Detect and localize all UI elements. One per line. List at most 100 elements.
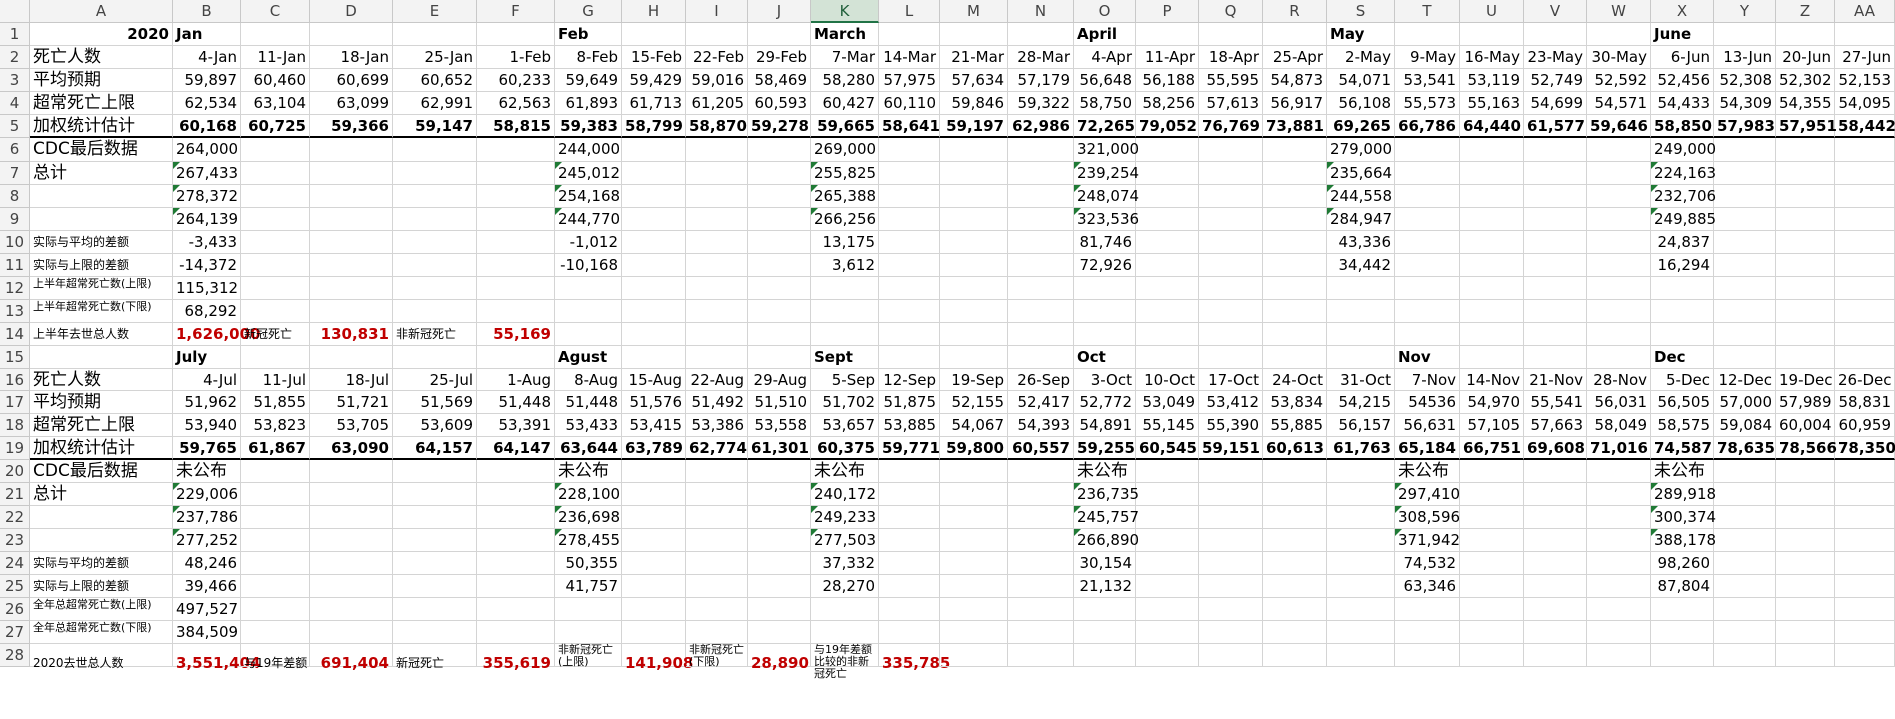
data-cell[interactable]	[393, 138, 477, 162]
data-cell[interactable]: 297,410	[1395, 483, 1460, 506]
data-cell[interactable]	[1714, 277, 1776, 300]
data-cell[interactable]: 58,469	[748, 69, 811, 92]
row-label-cell[interactable]: 加权统计估计	[30, 115, 173, 138]
data-cell[interactable]	[1199, 277, 1263, 300]
data-cell[interactable]: -14,372	[173, 254, 241, 277]
data-cell[interactable]: 54,309	[1714, 92, 1776, 115]
data-cell[interactable]: 54,699	[1524, 92, 1587, 115]
data-cell[interactable]	[477, 529, 555, 552]
data-cell[interactable]	[879, 529, 940, 552]
data-cell[interactable]: 61,893	[555, 92, 622, 115]
data-cell[interactable]	[1714, 621, 1776, 644]
data-cell[interactable]	[879, 162, 940, 185]
data-cell[interactable]: 43,336	[1327, 231, 1395, 254]
data-cell[interactable]: 62,986	[1008, 115, 1074, 138]
data-cell[interactable]: 61,577	[1524, 115, 1587, 138]
data-cell[interactable]: 240,172	[811, 483, 879, 506]
row-header-4[interactable]: 4	[0, 92, 30, 115]
data-cell[interactable]	[1199, 23, 1263, 46]
data-cell[interactable]	[1776, 254, 1835, 277]
data-cell[interactable]	[622, 529, 686, 552]
data-cell[interactable]: 5-Sep	[811, 369, 879, 391]
data-cell[interactable]	[1263, 552, 1327, 575]
data-cell[interactable]	[1651, 277, 1714, 300]
data-cell[interactable]	[940, 185, 1008, 208]
data-cell[interactable]	[1263, 323, 1327, 346]
data-cell[interactable]: 229,006	[173, 483, 241, 506]
row-label-cell[interactable]	[30, 529, 173, 552]
row-label-cell[interactable]: 加权统计估计	[30, 437, 173, 460]
data-cell[interactable]	[686, 621, 748, 644]
data-cell[interactable]: 289,918	[1651, 483, 1716, 506]
data-cell[interactable]	[1460, 506, 1524, 529]
data-cell[interactable]	[1714, 138, 1776, 162]
data-cell[interactable]	[477, 575, 555, 598]
data-cell[interactable]	[1136, 300, 1199, 323]
data-cell[interactable]	[1524, 552, 1587, 575]
data-cell[interactable]	[1008, 483, 1074, 506]
row-label-cell[interactable]: 实际与平均的差额	[30, 231, 173, 254]
data-cell[interactable]: 58,641	[879, 115, 940, 138]
data-cell[interactable]	[940, 323, 1008, 346]
data-cell[interactable]: 59,800	[940, 437, 1008, 460]
row-header-21[interactable]: 21	[0, 483, 30, 506]
data-cell[interactable]: 19-Sep	[940, 369, 1008, 391]
data-cell[interactable]	[477, 460, 555, 483]
data-cell[interactable]: July	[173, 346, 241, 369]
data-cell[interactable]	[1395, 23, 1460, 46]
data-cell[interactable]	[477, 231, 555, 254]
data-cell[interactable]	[1524, 506, 1587, 529]
row-header-13[interactable]: 13	[0, 300, 30, 323]
data-cell[interactable]	[879, 323, 940, 346]
data-cell[interactable]	[1714, 529, 1776, 552]
data-cell[interactable]	[1714, 460, 1776, 483]
data-cell[interactable]	[1835, 575, 1895, 598]
data-cell[interactable]: 54,873	[1263, 69, 1327, 92]
data-cell[interactable]	[393, 300, 477, 323]
data-cell[interactable]: 57,105	[1460, 414, 1524, 437]
data-cell[interactable]: 11-Apr	[1136, 46, 1199, 69]
data-cell[interactable]	[622, 575, 686, 598]
data-cell[interactable]: Dec	[1651, 346, 1714, 369]
data-cell[interactable]	[1199, 529, 1263, 552]
data-cell[interactable]	[686, 552, 748, 575]
row-label-cell[interactable]: 上半年超常死亡数(上限)	[30, 277, 173, 300]
data-cell[interactable]: 53,885	[879, 414, 940, 437]
data-cell[interactable]	[477, 277, 555, 300]
data-cell[interactable]: 16,294	[1651, 254, 1714, 277]
data-cell[interactable]	[1136, 598, 1199, 621]
data-cell[interactable]	[1008, 529, 1074, 552]
data-cell[interactable]: Nov	[1395, 346, 1460, 369]
select-all-corner[interactable]	[0, 0, 30, 23]
data-cell[interactable]	[879, 231, 940, 254]
data-cell[interactable]: 59,147	[393, 115, 477, 138]
data-cell[interactable]: 61,867	[241, 437, 310, 460]
data-cell[interactable]: 277,503	[811, 529, 879, 552]
data-cell[interactable]: 未公布	[811, 460, 879, 483]
column-header-E[interactable]: E	[393, 0, 477, 23]
data-cell[interactable]	[1524, 277, 1587, 300]
data-cell[interactable]	[1199, 323, 1263, 346]
data-cell[interactable]	[1587, 162, 1651, 185]
data-cell[interactable]	[686, 208, 748, 231]
data-cell[interactable]	[241, 300, 310, 323]
data-cell[interactable]	[1263, 346, 1327, 369]
data-cell[interactable]: Jan	[173, 23, 241, 46]
data-cell[interactable]	[1835, 231, 1895, 254]
data-cell[interactable]: 15-Feb	[622, 46, 686, 69]
data-cell[interactable]	[310, 208, 393, 231]
data-cell[interactable]	[1524, 460, 1587, 483]
data-cell[interactable]	[622, 598, 686, 621]
data-cell[interactable]	[879, 575, 940, 598]
data-cell[interactable]: 与19年差额	[241, 644, 310, 670]
data-cell[interactable]	[1587, 575, 1651, 598]
data-cell[interactable]	[1136, 483, 1199, 506]
data-cell[interactable]	[241, 621, 310, 644]
data-cell[interactable]: 13,175	[811, 231, 879, 254]
data-cell[interactable]	[310, 254, 393, 277]
data-cell[interactable]	[1460, 346, 1524, 369]
data-cell[interactable]: 59,665	[811, 115, 879, 138]
data-cell[interactable]: 54,355	[1776, 92, 1835, 115]
data-cell[interactable]	[1524, 138, 1587, 162]
data-cell[interactable]: 55,169	[477, 323, 555, 346]
